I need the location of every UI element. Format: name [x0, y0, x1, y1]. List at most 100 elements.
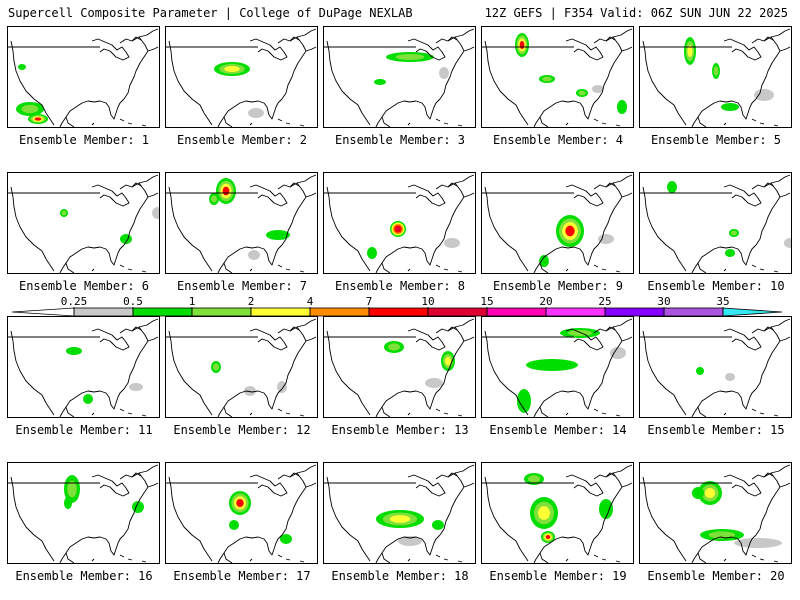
- map-outlines: [8, 464, 159, 563]
- member-map-4: [481, 26, 634, 128]
- member-caption: Ensemble Member: 18: [331, 569, 469, 583]
- member-map-5: [639, 26, 792, 128]
- scp-shading: [524, 473, 544, 485]
- colorbar-tick-label: 0.5: [123, 295, 143, 308]
- scp-shading: [277, 381, 287, 393]
- header-left-title: Supercell Composite Parameter | College …: [8, 6, 413, 20]
- scp-shading: [515, 33, 529, 57]
- colorbar-tick-label: 15: [480, 295, 494, 308]
- scp-shading: [721, 103, 739, 111]
- map-canvas: [166, 318, 317, 417]
- member-caption: Ensemble Member: 3: [334, 133, 466, 147]
- scp-shading: [214, 62, 250, 76]
- scp-shading: [374, 79, 386, 85]
- scp-shading: [386, 52, 434, 62]
- member-caption: Ensemble Member: 6: [18, 279, 150, 293]
- map-canvas: [8, 28, 159, 127]
- member-caption: Ensemble Member: 7: [176, 279, 308, 293]
- colorbar-tick-label: 7: [365, 295, 373, 308]
- scp-shading: [384, 341, 404, 353]
- map-outlines: [324, 464, 475, 563]
- member-caption: Ensemble Member: 16: [15, 569, 153, 583]
- map-outlines: [482, 318, 633, 417]
- scp-shading: [696, 367, 704, 375]
- member-caption: Ensemble Member: 11: [15, 423, 153, 437]
- scp-shading: [729, 229, 739, 237]
- map-outlines: [640, 318, 791, 417]
- colorbar-tick-label: 30: [657, 295, 671, 308]
- scp-shading: [229, 491, 251, 515]
- scp-shading: [700, 529, 744, 541]
- member-map-13: [323, 316, 476, 418]
- scp-shading: [530, 497, 558, 529]
- colorbar-tick-label: 0.25: [60, 295, 88, 308]
- scp-shading: [432, 520, 444, 530]
- scp-shading: [592, 85, 604, 93]
- scp-shading: [556, 215, 584, 247]
- map-outlines: [8, 318, 159, 417]
- map-outlines: [166, 464, 317, 563]
- map-canvas: [324, 28, 475, 127]
- map-outlines: [324, 174, 475, 273]
- colorbar-tick-label: 4: [306, 295, 314, 308]
- scp-shading: [560, 328, 600, 338]
- scp-shading: [216, 178, 236, 204]
- scp-shading: [66, 347, 82, 355]
- map-outlines: [166, 174, 317, 273]
- scp-shading: [684, 37, 696, 65]
- scp-shading: [734, 538, 782, 548]
- map-outlines: [324, 318, 475, 417]
- member-caption: Ensemble Member: 15: [647, 423, 785, 437]
- scp-shading: [425, 378, 443, 388]
- scp-shading: [598, 234, 614, 244]
- scp-shading: [439, 67, 449, 79]
- scp-shading: [266, 230, 290, 240]
- colorbar-tick-label: 25: [598, 295, 612, 308]
- scp-shading: [376, 510, 424, 528]
- scp-shading: [211, 361, 221, 373]
- map-canvas: [640, 174, 791, 273]
- member-caption: Ensemble Member: 9: [492, 279, 624, 293]
- member-map-9: [481, 172, 634, 274]
- member-map-10: [639, 172, 792, 274]
- member-map-7: [165, 172, 318, 274]
- map-canvas: [166, 28, 317, 127]
- map-outlines: [482, 28, 633, 127]
- scp-shading: [16, 102, 44, 116]
- scp-shading: [229, 520, 239, 530]
- scp-shading: [64, 475, 80, 503]
- map-canvas: [8, 464, 159, 563]
- scp-shading: [541, 531, 555, 543]
- map-outlines: [324, 28, 475, 127]
- header-right-title: 12Z GEFS | F354 Valid: 06Z SUN JUN 22 20…: [484, 6, 788, 20]
- member-map-2: [165, 26, 318, 128]
- map-canvas: [166, 464, 317, 563]
- member-caption: Ensemble Member: 12: [173, 423, 311, 437]
- scp-shading: [398, 536, 422, 546]
- member-map-15: [639, 316, 792, 418]
- map-outlines: [8, 174, 159, 273]
- scp-shading: [152, 207, 159, 219]
- scp-shading: [539, 75, 555, 83]
- scp-shading: [517, 389, 531, 413]
- scp-shading: [576, 89, 588, 97]
- map-outlines: [8, 28, 159, 127]
- map-canvas: [640, 464, 791, 563]
- map-outlines: [166, 28, 317, 127]
- scp-shading: [754, 89, 774, 101]
- scp-shading: [60, 209, 68, 217]
- colorbar-tick-label: 10: [421, 295, 435, 308]
- member-map-12: [165, 316, 318, 418]
- map-outlines: [640, 464, 791, 563]
- map-outlines: [640, 174, 791, 273]
- map-canvas: [640, 28, 791, 127]
- colorbar-tick-label: 1: [188, 295, 196, 308]
- scp-shading: [83, 394, 93, 404]
- scp-shading: [526, 359, 578, 371]
- map-outlines: [640, 28, 791, 127]
- map-canvas: [324, 464, 475, 563]
- scp-shading: [617, 100, 627, 114]
- member-map-1: [7, 26, 160, 128]
- scp-shading: [28, 114, 48, 124]
- scp-shading: [390, 221, 406, 237]
